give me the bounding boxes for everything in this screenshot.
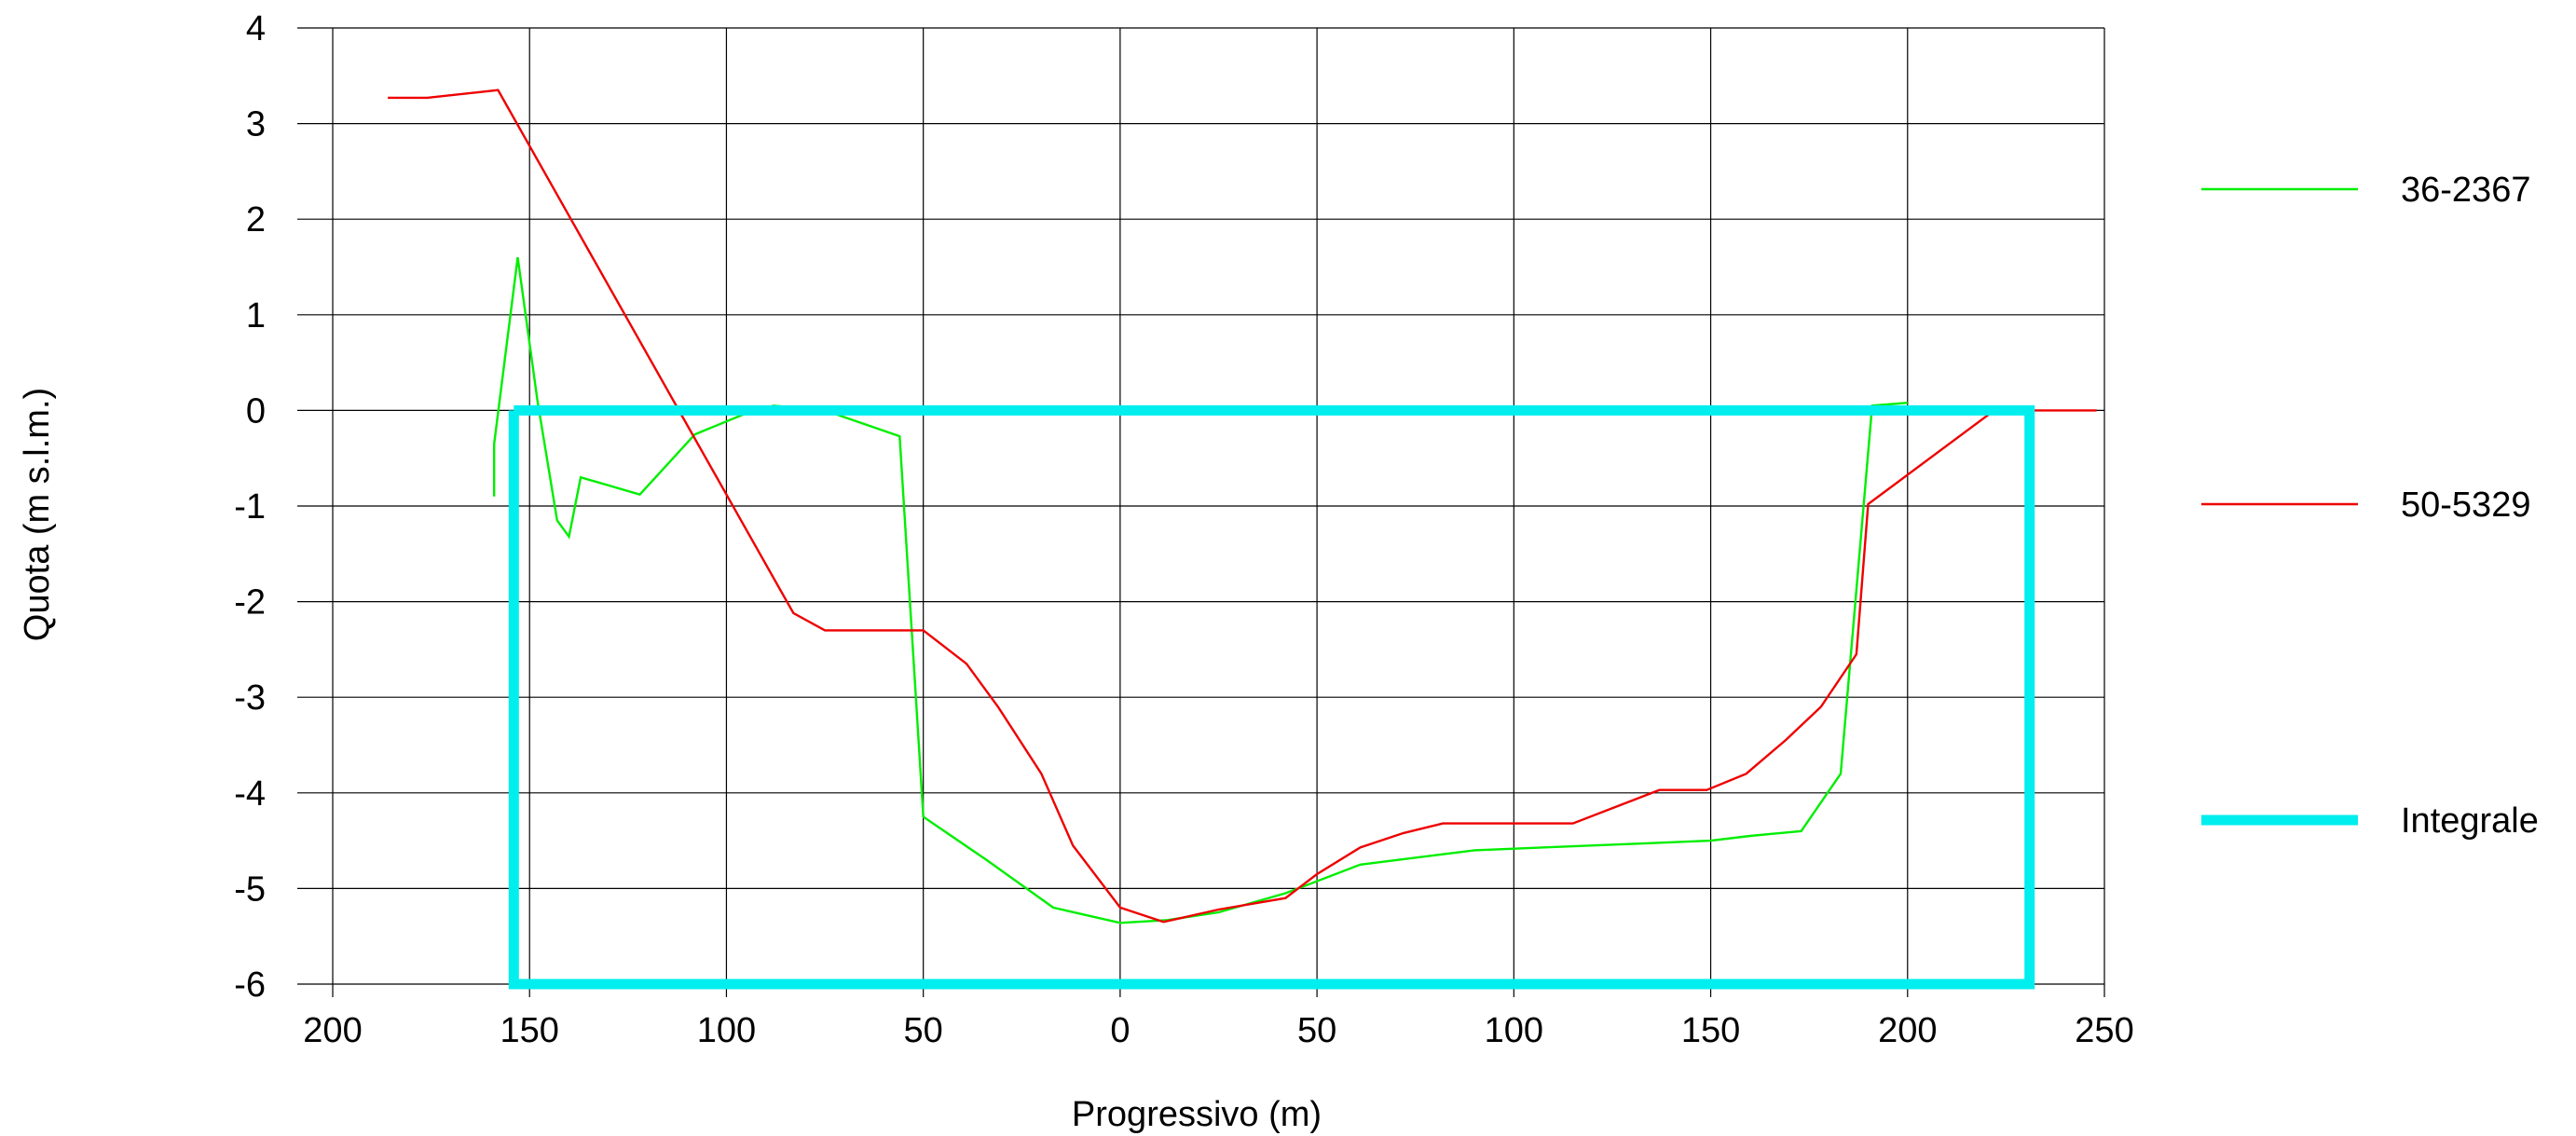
y-tick-label: -4 (234, 774, 266, 814)
y-tick-label: -2 (234, 583, 266, 623)
x-tick-label: 250 (2075, 1011, 2133, 1050)
y-tick-label: 0 (246, 391, 266, 431)
x-tick-label: 200 (1878, 1011, 1937, 1050)
x-tick-label: 0 (1110, 1011, 1130, 1050)
x-tick-label: 150 (1681, 1011, 1740, 1050)
y-tick-label: -5 (234, 869, 266, 909)
y-tick-label: -3 (234, 678, 266, 718)
legend: 36-2367 50-5329 Integrale (2201, 171, 2539, 841)
legend-label: 50-5329 (2401, 486, 2530, 525)
x-tick-label: 100 (697, 1011, 756, 1050)
x-tick-label: 50 (1297, 1011, 1336, 1050)
series-lines (388, 89, 2097, 990)
x-tick-label: 150 (500, 1011, 559, 1050)
tick-labels: 4 3 2 1 0 -1 -2 -3 -4 -5 -6 200 150 100 50 0 50 100 150 200… (234, 9, 2134, 1050)
grid (297, 27, 2105, 997)
y-tick-label: -6 (234, 965, 266, 1005)
y-tick-label: 3 (246, 105, 266, 144)
x-axis-title: Progressivo (m) (1072, 1095, 1322, 1134)
series-line-50-5329 (388, 89, 2097, 924)
y-tick-label: -1 (234, 487, 266, 527)
y-tick-label: 1 (246, 296, 266, 335)
x-tick-label: 50 (904, 1011, 943, 1050)
x-tick-label: 100 (1485, 1011, 1543, 1050)
legend-label: Integrale (2401, 801, 2539, 841)
series-line-integrale (508, 404, 2035, 990)
series-line-36-2367 (493, 257, 1908, 924)
x-tick-label: 200 (303, 1011, 362, 1050)
legend-label: 36-2367 (2401, 171, 2530, 210)
y-tick-label: 4 (246, 9, 266, 48)
y-tick-label: 2 (246, 200, 266, 240)
y-axis-title: Quota (m s.l.m.) (18, 388, 57, 641)
